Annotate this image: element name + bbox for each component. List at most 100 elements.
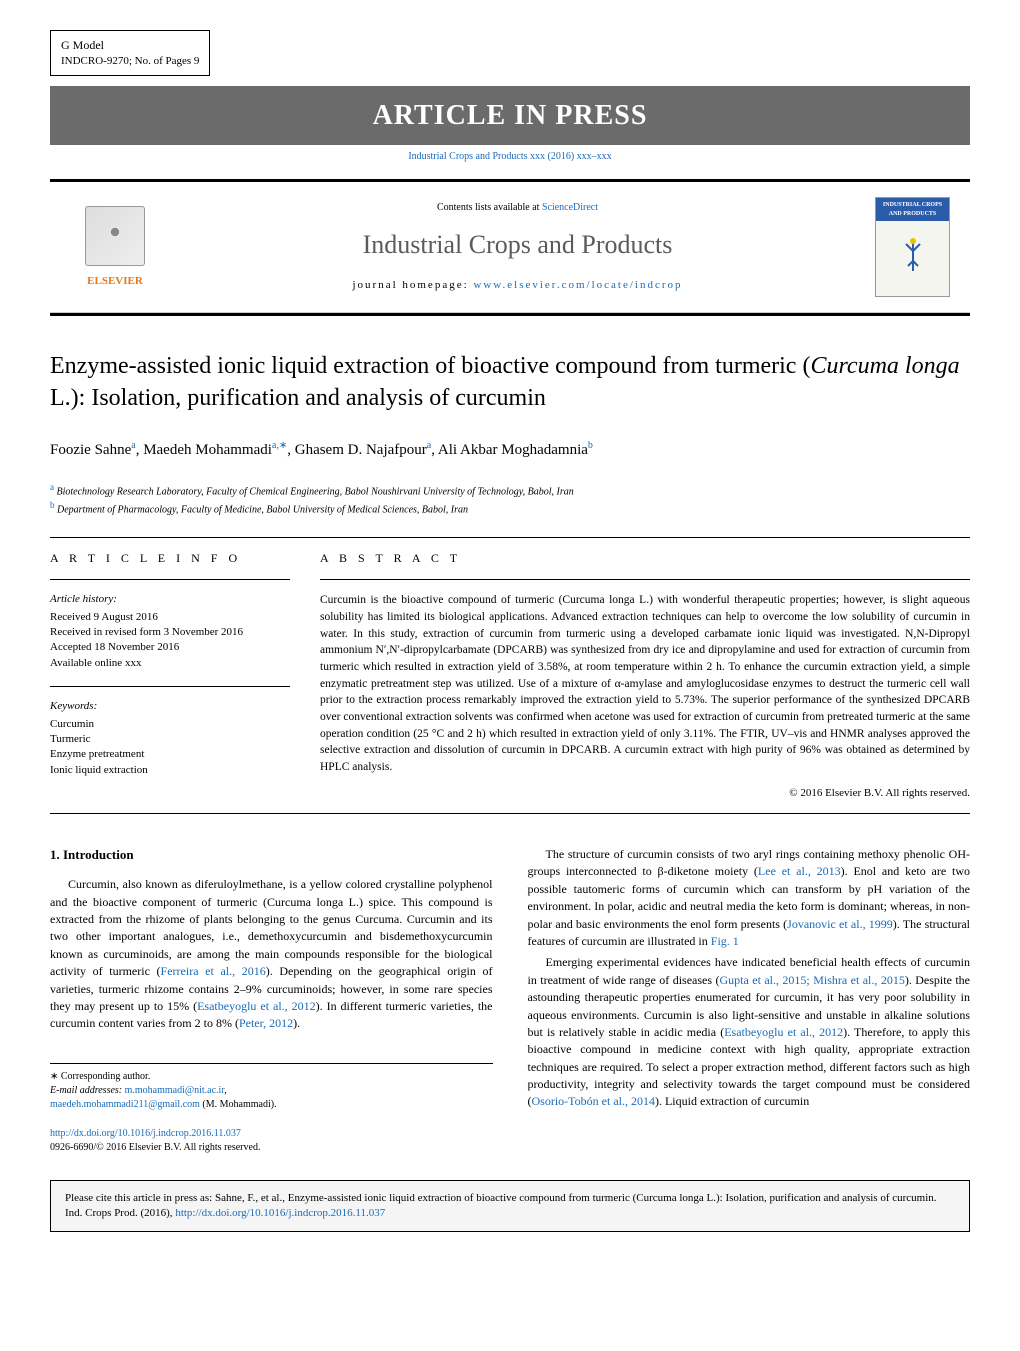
author-2: Maedeh Mohammadi bbox=[143, 442, 272, 458]
intro-p3d: ). Liquid extraction of curcumin bbox=[655, 1094, 809, 1108]
left-col: 1. Introduction Curcumin, also known as … bbox=[50, 846, 493, 1155]
corresp-email2-line: maedeh.mohammadi211@gmail.com (M. Mohamm… bbox=[50, 1098, 493, 1112]
corresponding-author: ∗ Corresponding author. E-mail addresses… bbox=[50, 1063, 493, 1112]
citation-footer-box: Please cite this article in press as: Sa… bbox=[50, 1180, 970, 1233]
homepage-label: journal homepage: bbox=[352, 279, 473, 291]
info-divider-2 bbox=[50, 686, 290, 687]
cover-body bbox=[876, 221, 949, 281]
history-revised: Received in revised form 3 November 2016 bbox=[50, 625, 290, 640]
cover-plant-icon bbox=[898, 236, 928, 276]
intro-p2: The structure of curcumin consists of tw… bbox=[528, 846, 971, 950]
cite-ferreira[interactable]: Ferreira et al., 2016 bbox=[161, 964, 266, 978]
gmodel-box: G Model INDCRO-9270; No. of Pages 9 bbox=[50, 30, 210, 76]
contents-available-line: Contents lists available at ScienceDirec… bbox=[160, 201, 875, 215]
elsevier-tree-icon bbox=[85, 206, 145, 266]
journal-homepage-line: journal homepage: www.elsevier.com/locat… bbox=[160, 278, 875, 293]
author-4-sup: b bbox=[588, 440, 593, 451]
journal-name: Industrial Crops and Products bbox=[160, 227, 875, 263]
email-label: E-mail addresses: bbox=[50, 1085, 125, 1096]
email-1[interactable]: m.mohammadi@nit.ac.ir bbox=[125, 1085, 225, 1096]
affiliation-b: b Department of Pharmacology, Faculty of… bbox=[50, 499, 970, 517]
history-received: Received 9 August 2016 bbox=[50, 610, 290, 625]
spacer bbox=[50, 826, 970, 846]
contents-label: Contents lists available at bbox=[437, 202, 542, 213]
title-text: Enzyme-assisted ionic liquid extraction … bbox=[50, 353, 960, 410]
article-info-heading: A R T I C L E I N F O bbox=[50, 550, 290, 567]
author-3: Ghasem D. Najafpour bbox=[295, 442, 427, 458]
corresp-star: ∗ Corresponding author. bbox=[50, 1070, 493, 1084]
body-two-col: 1. Introduction Curcumin, also known as … bbox=[50, 846, 970, 1155]
cite-gupta-mishra[interactable]: Gupta et al., 2015; Mishra et al., 2015 bbox=[719, 973, 904, 987]
keywords-label: Keywords: bbox=[50, 699, 290, 714]
article-in-press-banner: ARTICLE IN PRESS bbox=[50, 86, 970, 145]
abstract-text: Curcumin is the bioactive compound of tu… bbox=[320, 592, 970, 775]
intro-p3: Emerging experimental evidences have ind… bbox=[528, 954, 971, 1111]
footer-doi-link[interactable]: http://dx.doi.org/10.1016/j.indcrop.2016… bbox=[175, 1207, 385, 1219]
keyword-3: Enzyme pretreatment bbox=[50, 747, 290, 762]
abstract-divider bbox=[320, 579, 970, 580]
cite-osorio[interactable]: Osorio-Tobón et al., 2014 bbox=[532, 1094, 655, 1108]
issn-line: 0926-6690/© 2016 Elsevier B.V. All right… bbox=[50, 1141, 493, 1155]
copyright-line: © 2016 Elsevier B.V. All rights reserved… bbox=[320, 786, 970, 801]
gmodel-line2: INDCRO-9270; No. of Pages 9 bbox=[61, 54, 199, 69]
homepage-url[interactable]: www.elsevier.com/locate/indcrop bbox=[473, 279, 682, 291]
aff-b-sup: b bbox=[50, 500, 55, 510]
keyword-4: Ionic liquid extraction bbox=[50, 763, 290, 778]
elsevier-logo: ELSEVIER bbox=[70, 197, 160, 297]
affiliation-a: a Biotechnology Research Laboratory, Fac… bbox=[50, 481, 970, 499]
author-4: Ali Akbar Moghadamnia bbox=[438, 442, 588, 458]
keywords-block: Keywords: Curcumin Turmeric Enzyme pretr… bbox=[50, 699, 290, 778]
info-divider-1 bbox=[50, 579, 290, 580]
journal-header-band: ELSEVIER Contents lists available at Sci… bbox=[50, 179, 970, 316]
journal-center-block: Contents lists available at ScienceDirec… bbox=[160, 201, 875, 294]
email-2[interactable]: maedeh.mohammadi211@gmail.com bbox=[50, 1099, 200, 1110]
elsevier-text: ELSEVIER bbox=[87, 274, 143, 289]
authors-line: Foozie Sahnea, Maedeh Mohammadia,∗, Ghas… bbox=[50, 439, 970, 461]
divider-top bbox=[50, 537, 970, 538]
author-1-sup: a bbox=[131, 440, 135, 451]
history-accepted: Accepted 18 November 2016 bbox=[50, 640, 290, 655]
aff-a-text: Biotechnology Research Laboratory, Facul… bbox=[57, 486, 574, 497]
cover-title: INDUSTRIAL CROPS AND PRODUCTS bbox=[876, 198, 949, 221]
info-abstract-row: A R T I C L E I N F O Article history: R… bbox=[50, 550, 970, 801]
intro-p1d: ). bbox=[293, 1016, 300, 1030]
keyword-2: Turmeric bbox=[50, 732, 290, 747]
journal-ref-link[interactable]: Industrial Crops and Products xxx (2016)… bbox=[50, 150, 970, 164]
aff-b-text: Department of Pharmacology, Faculty of M… bbox=[57, 504, 468, 515]
corresp-emails: E-mail addresses: m.mohammadi@nit.ac.ir, bbox=[50, 1084, 493, 1098]
history-block: Article history: Received 9 August 2016 … bbox=[50, 592, 290, 671]
fig1-ref[interactable]: Fig. 1 bbox=[711, 934, 739, 948]
intro-p1a: Curcumin, also known as diferuloylmethan… bbox=[50, 877, 493, 978]
author-2-sup: a,∗ bbox=[272, 440, 287, 451]
divider-bottom bbox=[50, 813, 970, 814]
aff-a-sup: a bbox=[50, 482, 54, 492]
intro-p1: Curcumin, also known as diferuloylmethan… bbox=[50, 876, 493, 1033]
abstract-col: A B S T R A C T Curcumin is the bioactiv… bbox=[320, 550, 970, 801]
affiliations: a Biotechnology Research Laboratory, Fac… bbox=[50, 481, 970, 518]
journal-header-inner: ELSEVIER Contents lists available at Sci… bbox=[50, 182, 970, 313]
author-1: Foozie Sahne bbox=[50, 442, 131, 458]
doi-block: http://dx.doi.org/10.1016/j.indcrop.2016… bbox=[50, 1127, 493, 1155]
sciencedirect-link[interactable]: ScienceDirect bbox=[542, 202, 598, 213]
article-title: Enzyme-assisted ionic liquid extraction … bbox=[50, 351, 970, 413]
article-info-col: A R T I C L E I N F O Article history: R… bbox=[50, 550, 290, 801]
gmodel-line1: G Model bbox=[61, 37, 199, 54]
cite-esatbeyoglu-1[interactable]: Esatbeyoglu et al., 2012 bbox=[197, 999, 316, 1013]
cite-jovanovic[interactable]: Jovanovic et al., 1999 bbox=[787, 917, 893, 931]
keyword-1: Curcumin bbox=[50, 717, 290, 732]
cite-esatbeyoglu-2[interactable]: Esatbeyoglu et al., 2012 bbox=[724, 1025, 843, 1039]
history-label: Article history: bbox=[50, 592, 290, 607]
right-col: The structure of curcumin consists of tw… bbox=[528, 846, 971, 1155]
doi-link[interactable]: http://dx.doi.org/10.1016/j.indcrop.2016… bbox=[50, 1128, 241, 1139]
corresp-tail: (M. Mohammadi). bbox=[200, 1099, 277, 1110]
email-sep: , bbox=[224, 1085, 227, 1096]
page-container: G Model INDCRO-9270; No. of Pages 9 ARTI… bbox=[0, 0, 1020, 1351]
cite-lee[interactable]: Lee et al., 2013 bbox=[758, 864, 841, 878]
journal-ref-link-text: Industrial Crops and Products xxx (2016)… bbox=[408, 151, 611, 162]
cite-peter[interactable]: Peter, 2012 bbox=[239, 1016, 293, 1030]
journal-cover-thumbnail: INDUSTRIAL CROPS AND PRODUCTS bbox=[875, 197, 950, 297]
history-online: Available online xxx bbox=[50, 656, 290, 671]
abstract-heading: A B S T R A C T bbox=[320, 550, 970, 567]
author-3-sup: a bbox=[427, 440, 431, 451]
intro-heading: 1. Introduction bbox=[50, 846, 493, 864]
